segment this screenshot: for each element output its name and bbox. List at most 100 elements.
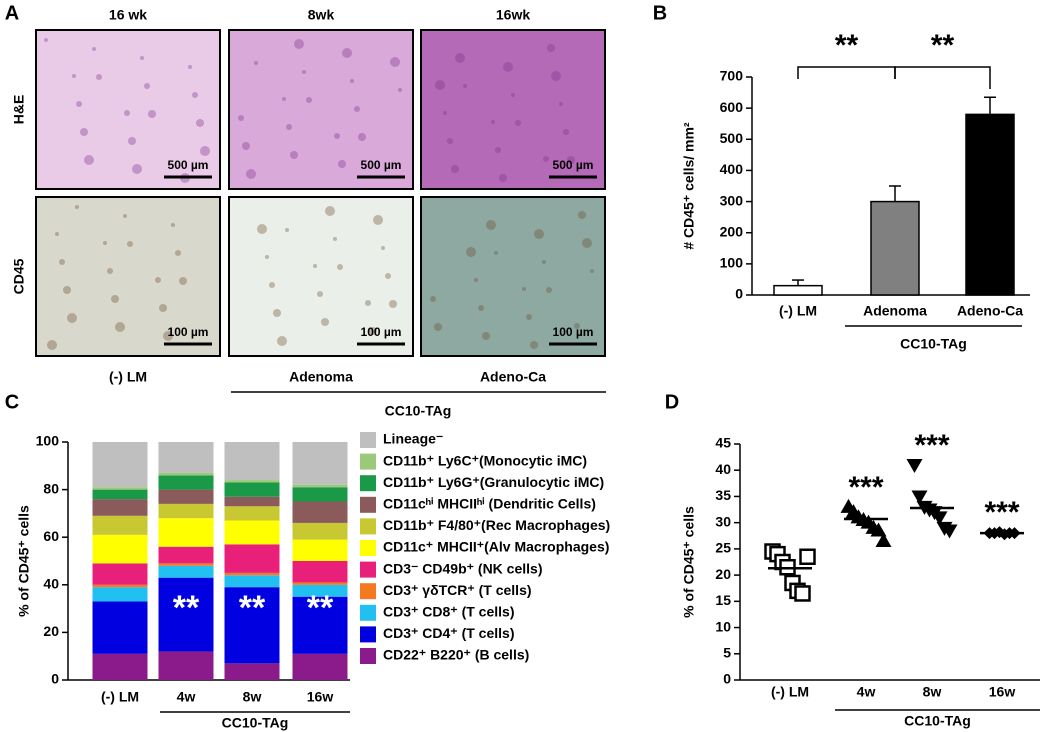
tissue-texture bbox=[526, 314, 532, 320]
tissue-texture bbox=[447, 138, 453, 144]
tissue-texture bbox=[285, 228, 289, 232]
point bbox=[875, 533, 892, 548]
bar-segment bbox=[92, 442, 148, 488]
tissue-texture bbox=[128, 137, 136, 145]
bar-segment bbox=[224, 572, 280, 576]
tissue-texture bbox=[196, 119, 204, 127]
legend-label: CD11c⁺ MHCII⁺(Alv Macrophages) bbox=[383, 539, 609, 555]
tissue-texture bbox=[350, 79, 354, 83]
tissue-texture bbox=[389, 300, 397, 308]
tissue-texture bbox=[435, 80, 445, 90]
tissue-texture bbox=[491, 120, 495, 124]
tissue-texture bbox=[515, 120, 521, 126]
y-tick-label: 0 bbox=[735, 286, 743, 302]
y-axis-title: % of CD45⁺ cells bbox=[16, 505, 32, 617]
x-tick-label: 4w bbox=[177, 689, 196, 705]
x-tick-label: Adenoma bbox=[863, 303, 927, 319]
row-label: H&E bbox=[11, 95, 27, 125]
x-tick-label: 8w bbox=[243, 689, 262, 705]
tissue-texture bbox=[317, 291, 323, 297]
bar-segment bbox=[92, 499, 148, 516]
bar-segment bbox=[292, 584, 348, 597]
micrograph bbox=[420, 196, 606, 357]
sample-label: Adeno-Ca bbox=[480, 369, 546, 385]
tissue-texture bbox=[559, 102, 563, 106]
significance-label: *** bbox=[914, 429, 949, 462]
bar-segment bbox=[158, 518, 214, 547]
group-label: CC10-TAg bbox=[385, 403, 452, 419]
tissue-texture bbox=[302, 70, 306, 74]
bar-segment bbox=[92, 653, 148, 680]
bar-segment bbox=[292, 582, 348, 585]
bar-segment bbox=[158, 489, 214, 504]
tissue-texture bbox=[246, 169, 256, 179]
tissue-texture bbox=[124, 110, 130, 116]
y-tick-label: 40 bbox=[715, 461, 731, 477]
legend-label: CD3⁺ CD8⁺ (T cells) bbox=[383, 604, 514, 620]
y-tick-label: 300 bbox=[720, 192, 744, 208]
tissue-texture bbox=[192, 92, 198, 98]
tissue-texture bbox=[455, 53, 465, 63]
tissue-texture bbox=[430, 296, 436, 302]
panel-label: C bbox=[5, 391, 19, 413]
legend-label: CD11cʰⁱ MHCIIʰⁱ (Dendritic Cells) bbox=[383, 496, 596, 512]
tissue-texture bbox=[277, 336, 287, 346]
tissue-texture bbox=[434, 323, 442, 331]
tissue-texture bbox=[144, 83, 150, 89]
legend-label: CD11b⁺ Ly6G⁺(Granulocytic iMC) bbox=[383, 474, 604, 490]
tissue-texture bbox=[334, 133, 340, 139]
tissue-texture bbox=[563, 129, 569, 135]
tissue-texture bbox=[179, 277, 187, 285]
bar-segment bbox=[158, 651, 214, 680]
tissue-texture bbox=[188, 65, 192, 69]
bar-segment bbox=[224, 496, 280, 507]
tissue-texture bbox=[390, 57, 400, 67]
column-title: 16 wk bbox=[109, 7, 147, 23]
x-tick-label: Adeno-Ca bbox=[957, 303, 1023, 319]
group-label: CC10-TAg bbox=[900, 336, 967, 352]
y-tick-label: 0 bbox=[723, 671, 731, 687]
bar-segment bbox=[292, 596, 348, 654]
tissue-texture bbox=[495, 147, 501, 153]
bar-segment bbox=[292, 653, 348, 680]
scale-bar-label: 100 µm bbox=[168, 325, 209, 339]
y-tick-label: 40 bbox=[43, 576, 59, 592]
tissue-texture bbox=[522, 287, 526, 291]
tissue-texture bbox=[286, 124, 292, 130]
tissue-texture bbox=[546, 287, 552, 293]
micrograph bbox=[228, 196, 414, 357]
y-tick-label: 700 bbox=[720, 68, 744, 84]
bar-segment bbox=[92, 584, 148, 588]
point bbox=[941, 524, 958, 539]
bar-segment bbox=[224, 587, 280, 664]
tissue-texture bbox=[530, 341, 538, 349]
bar-segment bbox=[292, 442, 348, 485]
legend-label: CD22⁺ B220⁺ (B cells) bbox=[383, 647, 529, 663]
tissue-texture bbox=[294, 39, 304, 49]
tissue-texture bbox=[163, 331, 173, 341]
tissue-texture bbox=[474, 278, 478, 282]
legend-swatch bbox=[360, 583, 376, 600]
tissue-texture bbox=[551, 71, 561, 81]
tissue-texture bbox=[503, 62, 513, 72]
legend-swatch bbox=[360, 475, 376, 492]
scale-bar-label: 500 µm bbox=[361, 158, 402, 172]
tissue-texture bbox=[115, 322, 125, 332]
tissue-texture bbox=[313, 264, 317, 268]
legend-swatch bbox=[360, 540, 376, 556]
y-tick-label: 15 bbox=[715, 592, 731, 608]
micrograph bbox=[228, 29, 414, 190]
bar-segment bbox=[292, 501, 348, 523]
tissue-texture bbox=[238, 115, 244, 121]
tissue-texture bbox=[103, 241, 107, 245]
tissue-texture bbox=[269, 282, 275, 288]
x-tick-label: (-) LM bbox=[771, 684, 809, 700]
y-tick-label: 10 bbox=[715, 618, 731, 634]
bar-segment bbox=[158, 577, 214, 652]
bar bbox=[773, 284, 823, 296]
y-axis-title: % of CD45⁺ cells bbox=[681, 506, 697, 618]
bar-segment bbox=[158, 565, 214, 578]
tissue-texture bbox=[63, 286, 71, 294]
row-label: CD45 bbox=[11, 258, 27, 294]
